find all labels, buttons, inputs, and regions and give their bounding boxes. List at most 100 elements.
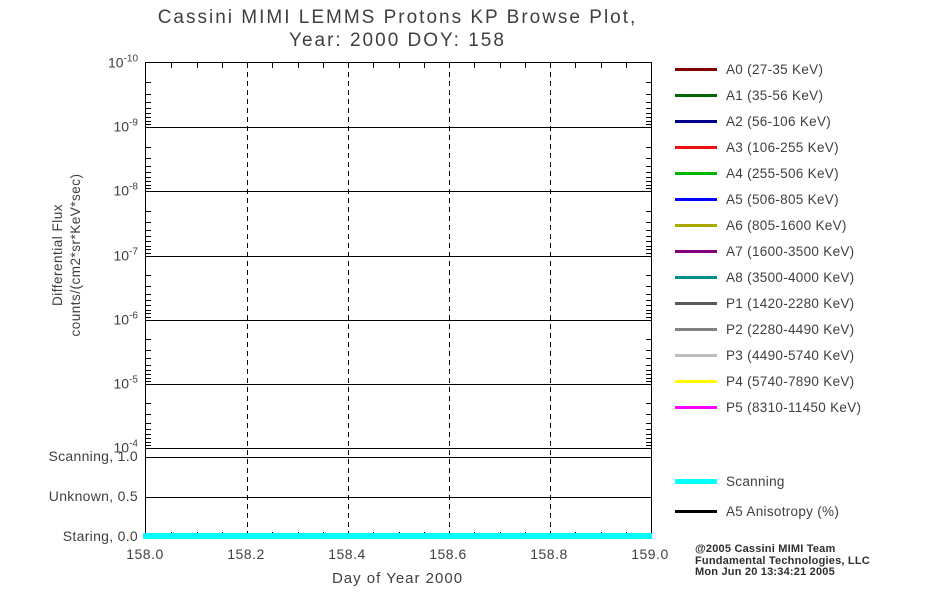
y-minor-tick (646, 428, 651, 430)
legend-color-line (675, 223, 717, 227)
y-minor-tick (146, 422, 151, 424)
y-minor-tick (646, 294, 651, 296)
legend-item-label: A5 (506-805 KeV) (726, 191, 839, 207)
legend-item: A8 (3500-4000 KeV) (675, 264, 854, 290)
legend-item-label: Scanning (726, 473, 785, 489)
x-tick-label: 158.2 (227, 546, 265, 562)
y-minor-tick (646, 236, 651, 238)
y-minor-tick (646, 82, 651, 84)
y-minor-tick (146, 249, 151, 251)
legend-color-line (675, 301, 717, 305)
y-tick-label: 10-7 (113, 246, 138, 263)
y-minor-tick (646, 221, 651, 223)
plot-area (145, 62, 652, 538)
x-minor-tick (398, 63, 400, 68)
x-minor-tick (297, 63, 299, 68)
legend-item: A1 (35-56 KeV) (675, 82, 823, 108)
y-tick-label: 10-8 (113, 182, 138, 199)
plot-title-line2: Year: 2000 DOY: 158 (289, 30, 506, 51)
y-minor-tick (646, 101, 651, 103)
legend-color-line (675, 478, 717, 484)
x-minor-tick (171, 63, 173, 68)
y-tick-label: 10-9 (113, 117, 138, 135)
y-minor-tick (646, 403, 651, 405)
y-minor-tick (646, 373, 651, 375)
y-minor-tick (146, 210, 151, 212)
state-axis-label: Scanning, 1.0 (48, 448, 138, 464)
x-minor-tick (272, 63, 274, 68)
credit-text: @2005 Cassini MIMI Team Fundamental Tech… (695, 543, 870, 579)
legend-item: P2 (2280-4490 KeV) (675, 316, 854, 342)
gridline-vertical-dashed (550, 63, 551, 537)
x-tick-label: 158.6 (429, 546, 467, 562)
y-minor-tick (146, 339, 151, 340)
y-minor-tick (146, 433, 151, 435)
y-minor-tick (646, 305, 651, 307)
legend-item-label: A5 Anisotropy (%) (726, 503, 840, 519)
y-axis-label-line1: Differential Flux (50, 203, 65, 307)
y-tick-label: 10-4 (113, 438, 138, 456)
y-minor-tick (146, 157, 151, 159)
y-minor-tick (146, 124, 151, 126)
y-minor-tick (146, 403, 151, 405)
gridline-horizontal (146, 255, 651, 257)
legend-color-line (675, 405, 717, 409)
y-minor-tick (146, 188, 151, 190)
y-axis-label: Differential Flux counts/(cm2*sr*KeV*sec… (49, 173, 85, 336)
x-minor-tick (322, 63, 324, 68)
y-minor-tick (146, 221, 151, 223)
y-minor-tick (646, 300, 651, 302)
y-minor-tick (646, 120, 651, 122)
y-minor-tick (646, 188, 651, 190)
y-minor-tick (646, 146, 651, 148)
y-minor-tick (646, 252, 651, 254)
y-minor-tick (146, 305, 151, 307)
legend-item-label: P1 (1420-2280 KeV) (726, 295, 855, 311)
gridline-horizontal (146, 127, 651, 129)
x-minor-tick (625, 63, 627, 68)
y-minor-tick (646, 177, 651, 179)
legend-item: A0 (27-35 KeV) (675, 56, 823, 82)
legend-item: A7 (1600-3500 KeV) (675, 238, 854, 264)
state-axis-label: Staring, 0.0 (62, 528, 138, 544)
y-tick-label: 10-6 (113, 310, 138, 327)
y-minor-tick (146, 300, 151, 302)
y-minor-tick (146, 350, 151, 352)
legend-item: P1 (1420-2280 KeV) (675, 290, 854, 316)
y-minor-tick (646, 112, 651, 114)
y-minor-tick (146, 380, 151, 382)
y-minor-tick (146, 181, 151, 183)
x-minor-tick (575, 63, 577, 68)
y-minor-tick (646, 309, 651, 311)
y-minor-tick (146, 377, 151, 379)
legend-item-label: A2 (56-106 KeV) (726, 113, 832, 129)
y-minor-tick (646, 93, 651, 95)
legend-item-label: A6 (805-1600 KeV) (726, 217, 847, 233)
y-minor-tick (646, 438, 651, 440)
y-minor-tick (646, 245, 651, 247)
legend-color-line (675, 119, 717, 123)
legend-color-line (675, 145, 717, 149)
y-minor-tick (646, 185, 651, 187)
y-minor-tick (146, 230, 151, 231)
y-minor-tick (146, 117, 151, 119)
y-minor-tick (146, 441, 151, 443)
x-minor-tick (221, 63, 223, 68)
credit-line1: @2005 Cassini MIMI Team (695, 543, 836, 555)
y-minor-tick (646, 165, 651, 167)
y-minor-tick (646, 117, 651, 119)
credit-line2: Fundamental Technologies, LLC (695, 554, 870, 567)
y-minor-tick (146, 107, 151, 109)
legend-item-label: A8 (3500-4000 KeV) (726, 269, 855, 285)
gridline-vertical-dashed (348, 63, 349, 537)
legend-item-label: P2 (2280-4490 KeV) (726, 321, 855, 337)
scanning-state-line (143, 533, 652, 539)
legend-item-label: P4 (5740-7890 KeV) (726, 373, 855, 389)
credit-line3: Mon Jun 20 13:34:21 2005 (695, 566, 835, 578)
x-minor-tick (600, 63, 602, 68)
x-minor-tick (524, 63, 526, 68)
plot-title: Cassini MIMI LEMMS Protons KP Browse Plo… (120, 6, 675, 52)
y-minor-tick (646, 422, 651, 424)
gridline-vertical-dashed (449, 63, 450, 537)
x-tick-label: 159.0 (631, 546, 669, 562)
